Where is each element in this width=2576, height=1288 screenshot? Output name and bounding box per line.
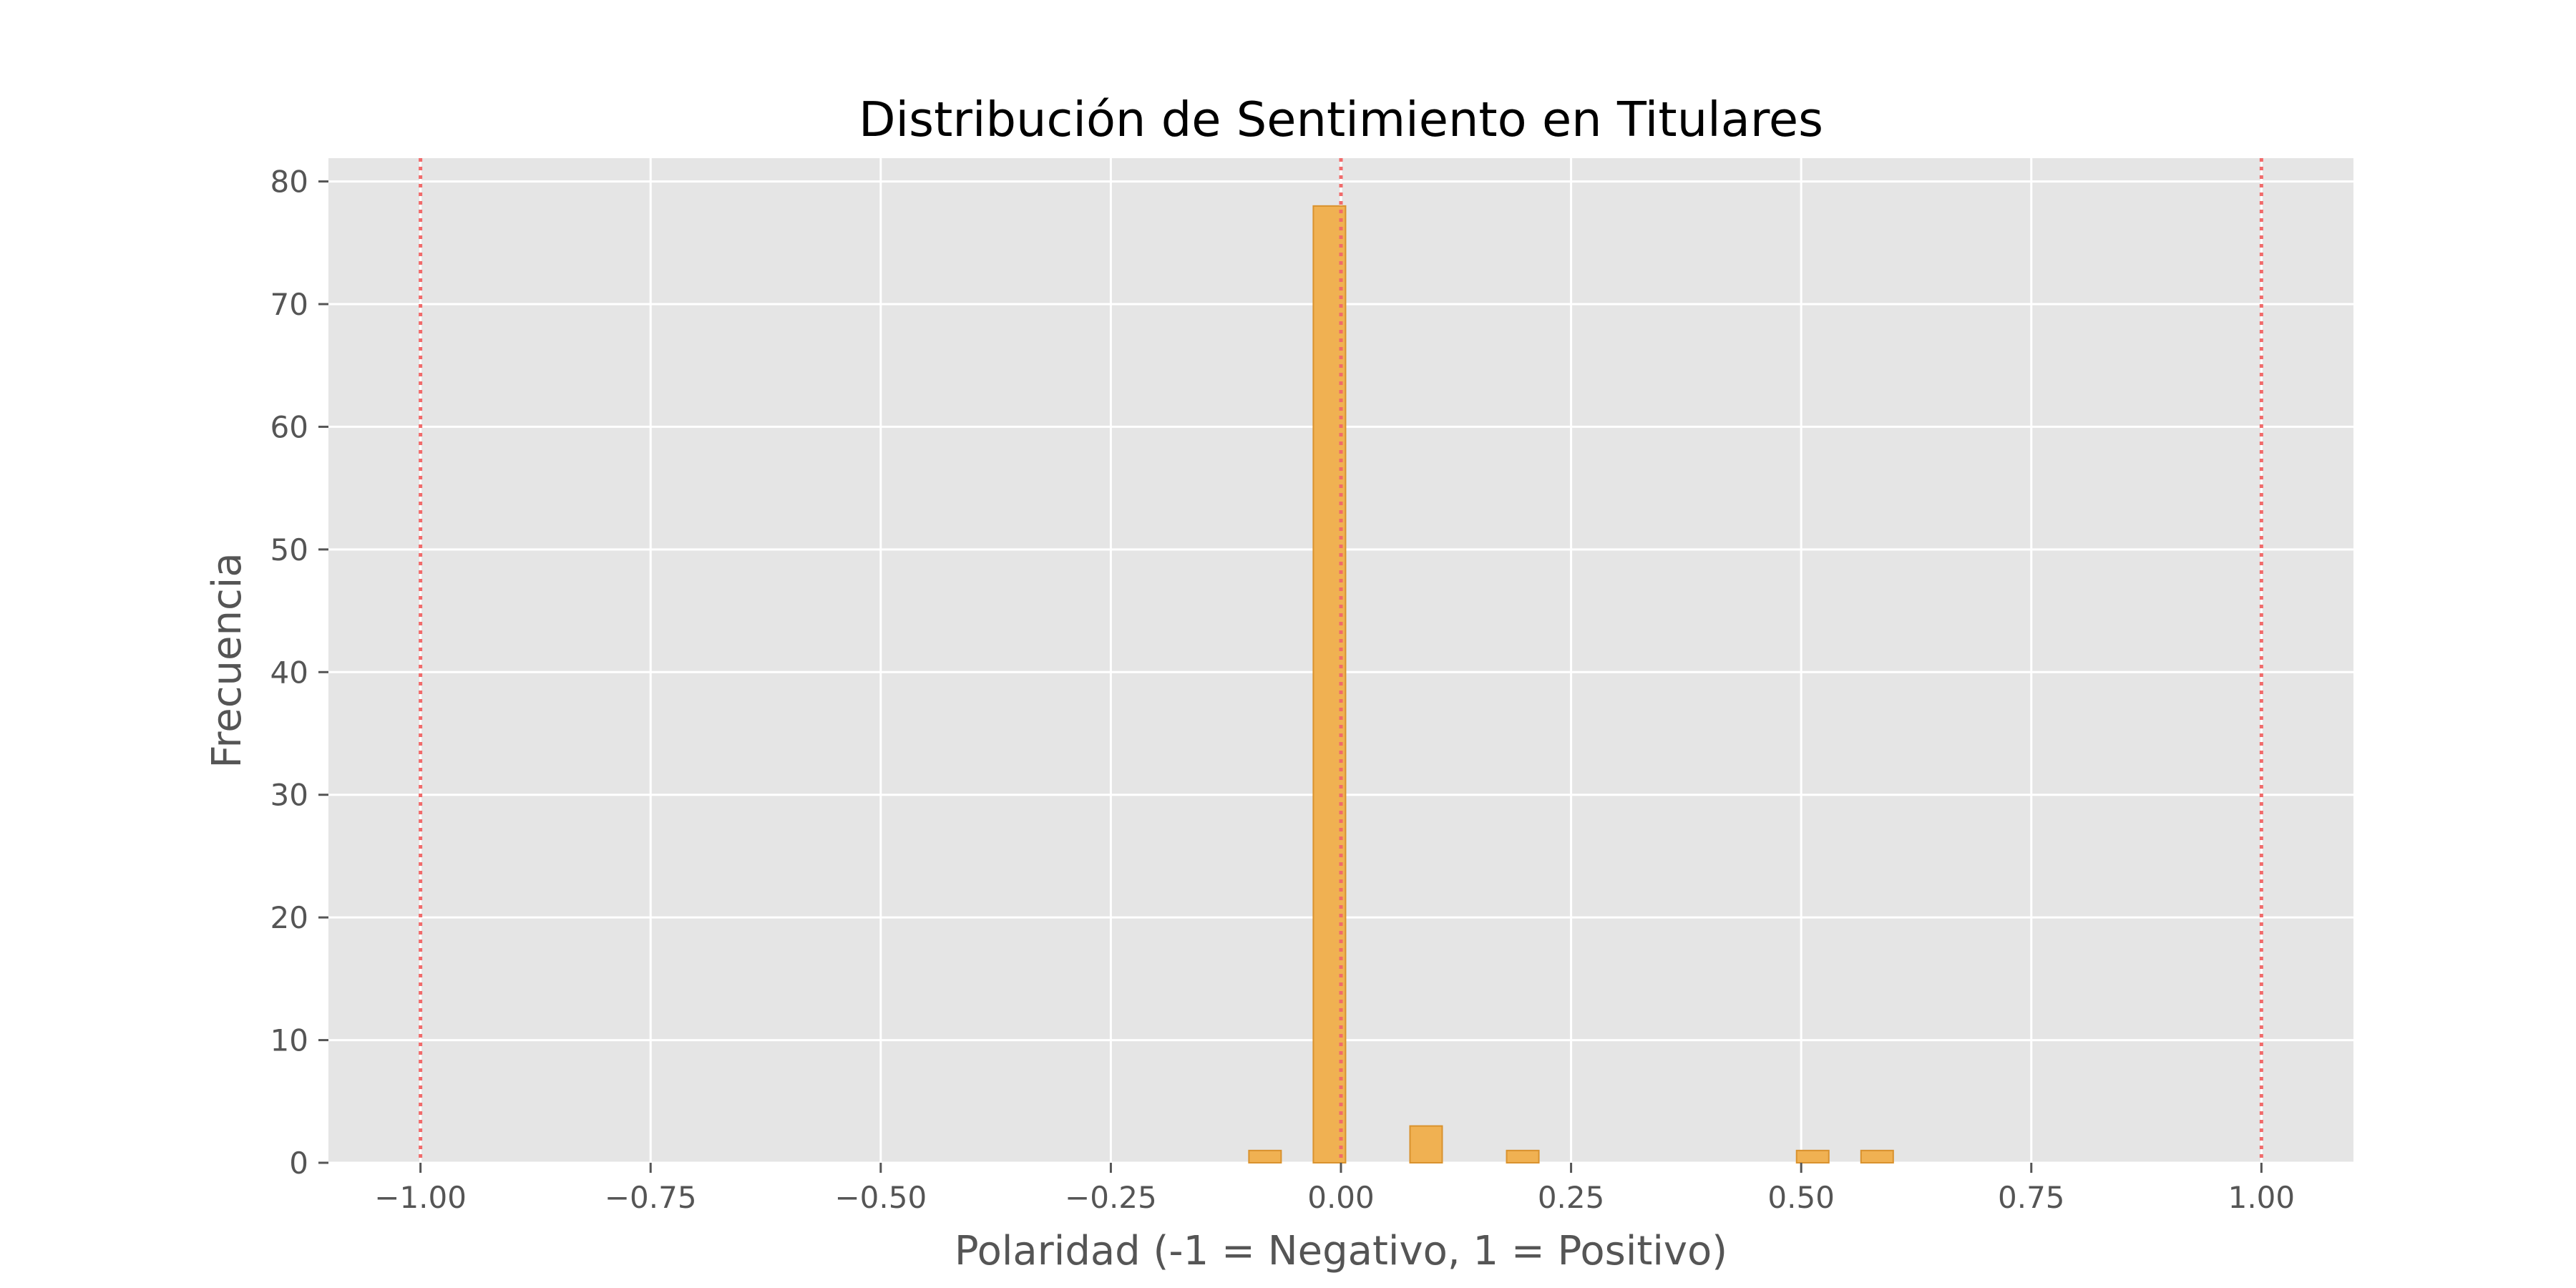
x-tick-label: −0.25 [1065, 1180, 1157, 1215]
histogram-bar [1506, 1149, 1540, 1164]
y-tick-label: 0 [289, 1146, 308, 1181]
histogram-bar [1248, 1149, 1282, 1164]
y-tick-label: 80 [270, 165, 308, 200]
x-tick-label: 0.75 [1998, 1180, 2065, 1215]
y-tick-label: 30 [270, 778, 308, 813]
histogram-bar [1409, 1125, 1443, 1163]
y-tick-label: 10 [270, 1023, 308, 1058]
tick-labels: −1.00 −0.75 −0.50 −0.25 0.00 0.25 0.50 0.75 1.00… [270, 165, 2296, 1215]
y-axis-label: Frecuencia [204, 552, 250, 768]
histogram-bar [1795, 1149, 1830, 1164]
y-tick-label: 70 [270, 287, 308, 322]
x-tick-label: −0.75 [605, 1180, 697, 1215]
x-tick-label: 0.50 [1767, 1180, 1835, 1215]
ticks [318, 180, 2263, 1173]
y-tick-label: 20 [270, 900, 308, 935]
x-tick-label: −0.50 [834, 1180, 927, 1215]
x-tick-label: −1.00 [374, 1180, 467, 1215]
y-tick-label: 60 [270, 409, 308, 444]
chart-title: Distribución de Sentimiento en Titulares [859, 92, 1823, 147]
x-tick-label: 1.00 [2228, 1180, 2296, 1215]
y-tick-label: 50 [270, 532, 308, 567]
histogram-bar [1860, 1149, 1894, 1164]
x-tick-label: 0.00 [1307, 1180, 1375, 1215]
y-tick-label: 40 [270, 655, 308, 690]
x-tick-label: 0.25 [1538, 1180, 1605, 1215]
x-axis-label: Polaridad (-1 = Negativo, 1 = Positivo) [955, 1228, 1727, 1274]
